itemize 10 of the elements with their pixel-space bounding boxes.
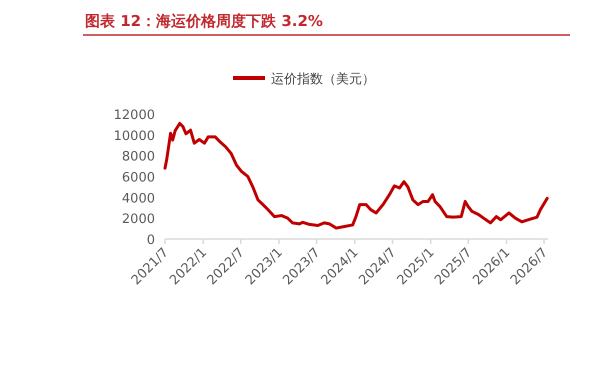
y-tick-label: 0 xyxy=(146,233,155,248)
y-tick-label: 2000 xyxy=(122,212,155,228)
line-series xyxy=(164,122,549,230)
y-tick-label: 6000 xyxy=(122,170,155,186)
chart-title: 图表 12：海运价格周度下跌 3.2% xyxy=(85,12,323,30)
y-tick-label: 8000 xyxy=(122,150,155,165)
legend-label: 运价指数（美元） xyxy=(271,71,375,87)
y-tick-label: 4000 xyxy=(122,191,155,206)
y-tick-label: 10000 xyxy=(114,128,155,144)
y-tick-label: 12000 xyxy=(114,108,155,123)
